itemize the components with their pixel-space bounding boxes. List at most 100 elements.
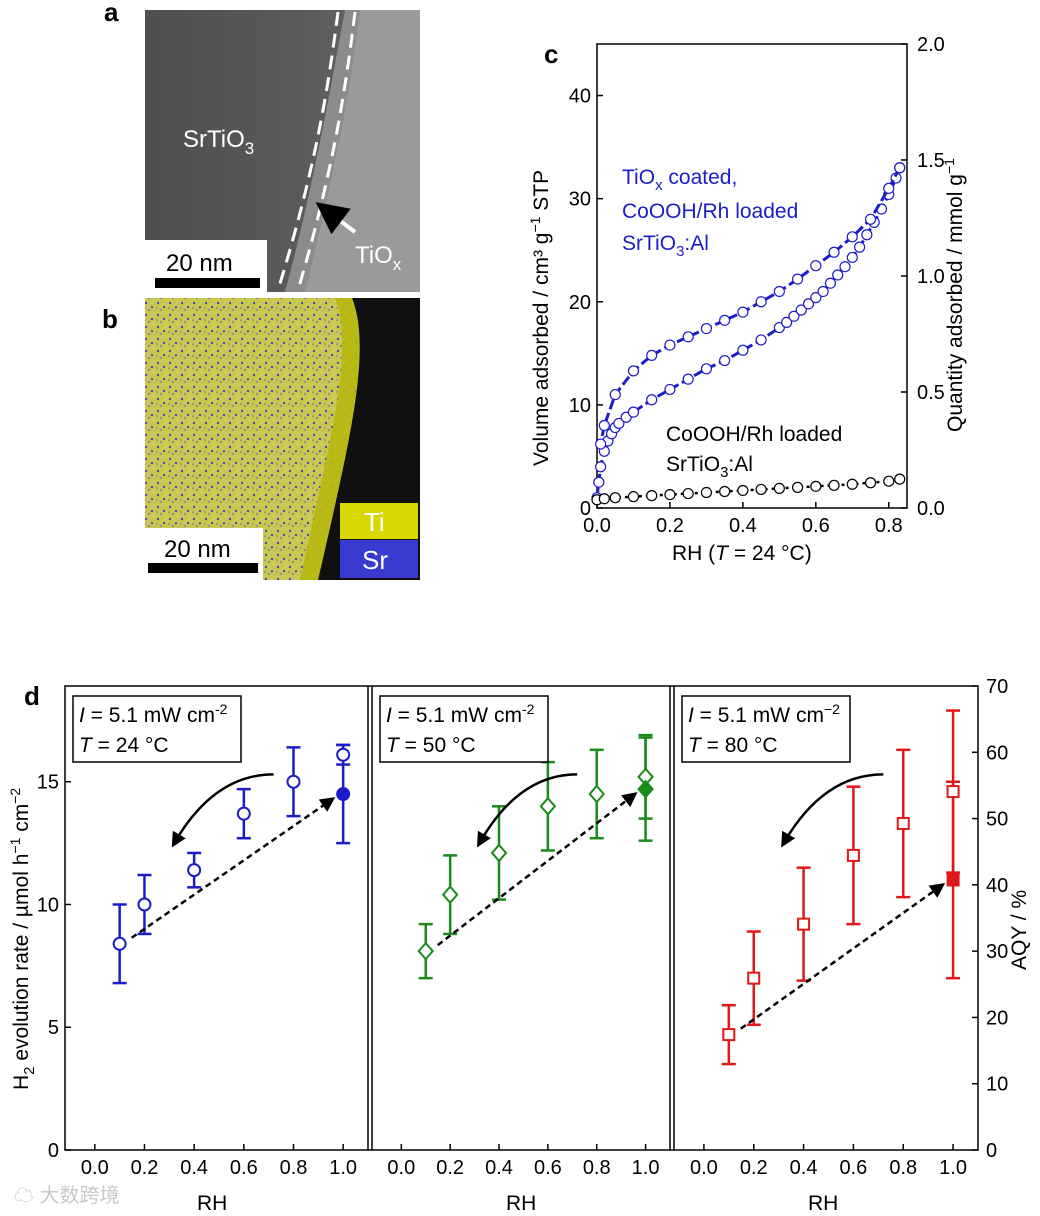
sem-image [145, 10, 420, 292]
chart-c-point [773, 285, 785, 298]
chart-c-point [810, 480, 822, 492]
chart-c-point [682, 331, 694, 343]
chart-c-point [795, 304, 807, 316]
chart-d-temperature-label: T = 24 °C [79, 734, 169, 757]
chart-c-point [627, 365, 640, 377]
chart-c: 0.0 0.2 0.4 0.6 0.8 0 10 20 30 40 0.0 0.5 1.0 1.5 2.0 [569, 34, 945, 537]
chart-c-point [894, 473, 906, 485]
chart-c-point [846, 478, 858, 490]
chart-c-point [864, 477, 877, 489]
chart-c-point [755, 483, 767, 496]
chart-c-point [719, 354, 731, 367]
chart-c-point [791, 481, 804, 493]
chart-c-point [846, 231, 858, 243]
chart-d-dashed-arrow [436, 792, 638, 947]
chart-d-intensity-label: I = 5.1 mW cm-2 [386, 701, 535, 727]
tiox-label: TiOx [355, 242, 402, 274]
chart-d-point [846, 848, 860, 862]
chart-d-xtick-label: 0.0 [81, 1157, 109, 1179]
chart-d-ylabel: H2 evolution rate / µmol h−1 cm−2 [7, 788, 38, 1090]
chart-c-ylabel: Volume adsorbed / cm³ g−1 STP [527, 170, 553, 466]
chart-d-y2tick-label: 20 [986, 1007, 1008, 1029]
chart-d-dashed-arrow [740, 883, 946, 1030]
chart-d-intensity-label: I = 5.1 mW cm-2 [79, 701, 228, 727]
chart-d-xlabel-1: RH [197, 1192, 227, 1215]
chart-d-xtick-label: 0.6 [840, 1157, 868, 1179]
chart-c-point [755, 334, 767, 346]
chart-d-xtick-label: 0.8 [583, 1157, 611, 1179]
chart-c-point [737, 344, 749, 356]
chart-d-ytick-label: 0 [48, 1140, 59, 1162]
panel-label-a: a [104, 0, 119, 27]
chart-c-point [737, 484, 749, 497]
chart-c-point [598, 493, 610, 505]
chart-d-point [441, 885, 459, 905]
legend-ti-swatch [340, 503, 418, 539]
chart-c-point [646, 349, 658, 361]
chart-c-y2tick-label: 2.0 [917, 34, 945, 56]
chart-c-point [810, 260, 822, 272]
chart-d-y2tick-label: 30 [986, 941, 1008, 963]
chart-d-xtick-label: 1.0 [329, 1157, 357, 1179]
chart-d-point [747, 971, 761, 985]
chart-d-frame [64, 685, 979, 1151]
chart-c-y2tick-label: 0.5 [917, 382, 945, 404]
chart-d-curved-arrow [781, 773, 884, 848]
chart-d-condition-box [379, 695, 549, 763]
chart-c-point [595, 461, 607, 473]
chart-c-xlabel: RH (T = 24 °C) [672, 542, 812, 565]
chart-d-point [336, 747, 351, 762]
chart-d-xlabel-2: RH [506, 1192, 536, 1215]
chart-d-y2label: AQY / % [1008, 890, 1031, 970]
chart-c-point [627, 406, 640, 418]
chart-d-point [539, 796, 557, 816]
chart-c-point [817, 285, 829, 298]
chart-c-point [839, 261, 851, 273]
chart-d-xtick-label: 0.2 [436, 1157, 464, 1179]
coated-annotation-line3: SrTiO3:Al [622, 232, 709, 260]
chart-c-point [719, 314, 731, 326]
chart-c-y2label: Quantity adsorbed / mmol g−1 [941, 158, 967, 432]
chart-d-xlabel-3: RH [808, 1192, 838, 1215]
chart-c-point [828, 479, 840, 491]
chart-c-xtick-label: 0.6 [802, 515, 830, 537]
watermark: ☁ 大数跨境 [14, 1184, 120, 1207]
scale-bar-a [155, 278, 260, 288]
chart-c-point [664, 383, 676, 396]
interface-dashed-line-2 [296, 11, 357, 291]
chart-c-point [609, 492, 621, 504]
chart-c-point [824, 277, 837, 289]
chart-c-point [802, 298, 815, 310]
chart-d-xtick-label: 1.0 [939, 1157, 967, 1179]
chart-c-point [700, 363, 713, 375]
chart-d-condition-box [72, 695, 242, 763]
chart-d-point [588, 784, 606, 804]
chart-c-point [853, 241, 866, 253]
chart-d-filled-point [946, 873, 960, 887]
chart-c-point [664, 339, 676, 351]
panel-label-c: c [544, 39, 558, 69]
chart-d-y2tick-label: 70 [986, 676, 1008, 698]
chart-c-point [781, 316, 793, 328]
chart-d-point [896, 816, 910, 830]
scale-bar-b-label: 20 nm [164, 536, 231, 563]
chart-c-point [595, 438, 607, 450]
chart-c-point [719, 485, 731, 498]
chart-c-point [646, 490, 658, 502]
uncoated-annotation-line2: SrTiO3:Al [666, 453, 753, 481]
chart-c-point [627, 491, 640, 503]
interface-dashed-line-1 [276, 11, 340, 291]
chart-d-curved-arrow [171, 773, 274, 848]
chart-c-xtick-label: 0.4 [729, 515, 757, 537]
chart-d-point [286, 774, 301, 789]
chart-c-point [810, 292, 822, 304]
chart-c-y2tick-label: 1.0 [917, 266, 945, 288]
chart-c-point [864, 213, 877, 225]
chart-d: 0 5 10 15 0 10 20 30 40 50 60 70 0.0 0.2 0.4 0.6 0.8 1.0 0… [37, 676, 1009, 1179]
eds-map [145, 298, 420, 580]
chart-d-point [490, 843, 508, 863]
chart-d-dashed-arrow [130, 797, 336, 939]
chart-c-ytick-label: 30 [569, 189, 591, 211]
chart-d-point [417, 941, 435, 961]
chart-c-point [832, 269, 844, 281]
